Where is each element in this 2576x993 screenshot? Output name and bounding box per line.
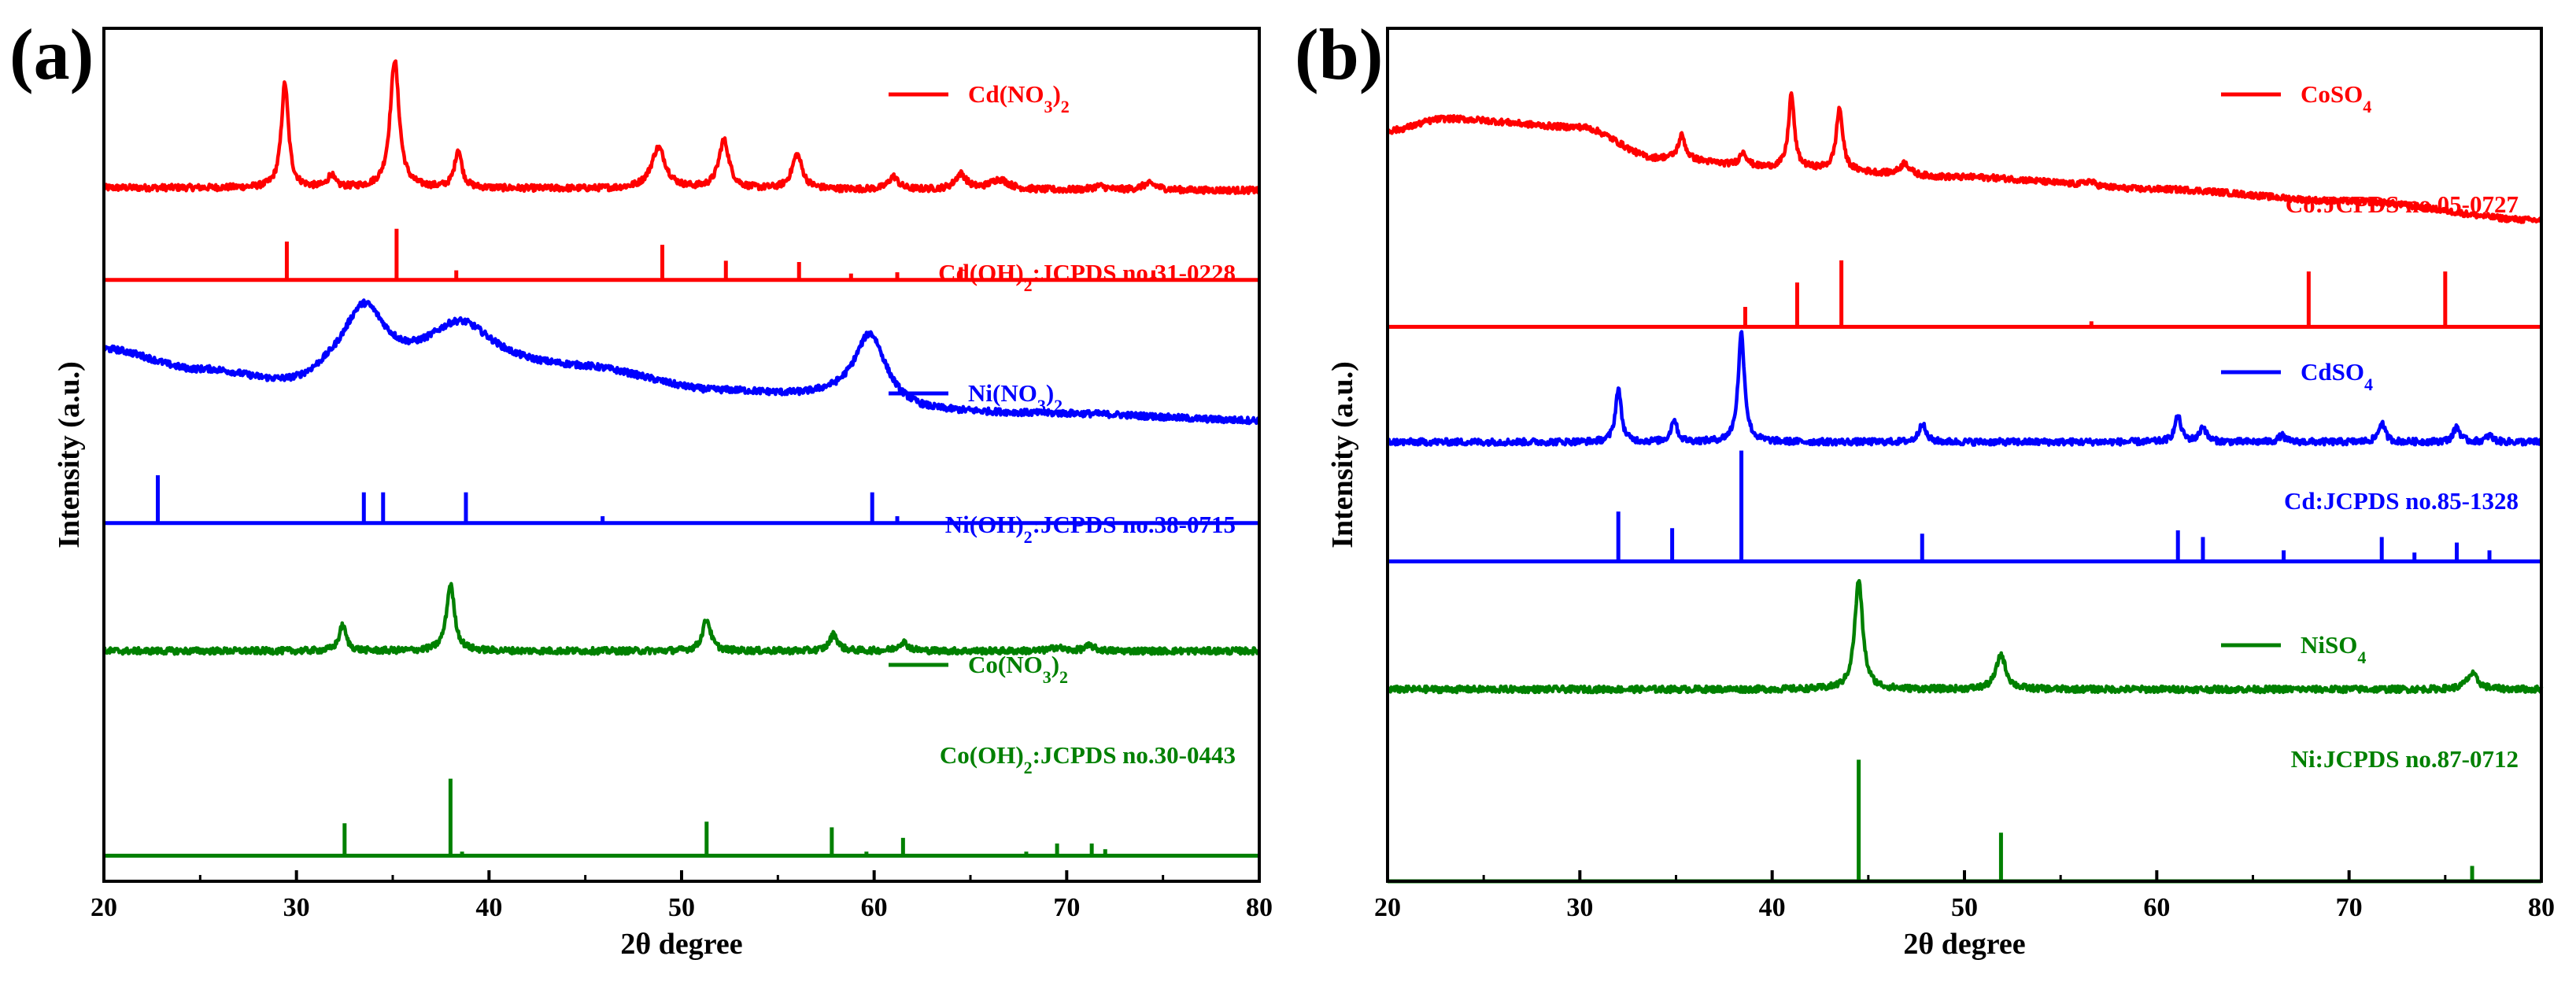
x-tick-label-6: 80 bbox=[1246, 893, 1273, 922]
x-tick-label-1: 30 bbox=[1566, 893, 1593, 922]
pattern-line-4 bbox=[1386, 578, 2544, 695]
pattern-line-2 bbox=[1386, 330, 2544, 447]
reference-label-5: Ni:JCPDS no.87-0712 bbox=[2291, 745, 2519, 773]
x-tick-label-0: 20 bbox=[1374, 893, 1401, 922]
reference-label-3: Cd:JCPDS no.85-1328 bbox=[2284, 487, 2519, 515]
x-tick-label-3: 50 bbox=[668, 893, 695, 922]
legend-label-2: CdSO4 bbox=[2301, 358, 2373, 394]
pattern-line-0 bbox=[1386, 90, 2544, 224]
panel-b: (b) CoSO4 Co:JCPDS no.05-0727 CdSO4 Cd:JCPDS… bbox=[1295, 14, 2555, 961]
reference-label-5: Co(OH)2:JCPDS no.30-0443 bbox=[940, 741, 1236, 777]
panel-label: (b) bbox=[1295, 14, 1383, 94]
x-tick-label-4: 60 bbox=[2143, 893, 2170, 922]
reference-label-1: Cd(OH)2:JCPDS no.31-0228 bbox=[938, 259, 1236, 295]
x-axis-label: 2θ degree bbox=[1903, 928, 2025, 961]
x-axis-label: 2θ degree bbox=[620, 928, 742, 961]
legend-label-0: CoSO4 bbox=[2301, 80, 2371, 116]
pattern-line-4 bbox=[102, 581, 1261, 656]
y-axis-label: Intensity (a.u.) bbox=[53, 361, 86, 548]
x-tick-label-0: 20 bbox=[91, 893, 117, 922]
y-axis-label: Intensity (a.u.) bbox=[1326, 361, 1359, 548]
legend-label-2: Ni(NO3)2 bbox=[968, 379, 1063, 415]
x-tick-label-5: 70 bbox=[2336, 893, 2363, 922]
pattern-line-0 bbox=[102, 59, 1262, 195]
x-tick-label-3: 50 bbox=[1951, 893, 1978, 922]
x-tick-label-2: 40 bbox=[1759, 893, 1786, 922]
legend-label-4: Co(NO3)2 bbox=[968, 651, 1068, 687]
x-tick-label-4: 60 bbox=[861, 893, 888, 922]
x-tick-label-6: 80 bbox=[2528, 893, 2555, 922]
panel-a: (a) Cd(NO3)2 Cd(OH)2:JCPDS no.31-0228 Ni(NO… bbox=[9, 14, 1273, 961]
reference-label-1: Co:JCPDS no.05-0727 bbox=[2286, 190, 2519, 218]
reference-label-3: Ni(OH)2:JCPDS no.38-0715 bbox=[945, 511, 1236, 547]
panel-label: (a) bbox=[9, 14, 94, 94]
legend-label-0: Cd(NO3)2 bbox=[968, 80, 1070, 116]
x-tick-label-1: 30 bbox=[283, 893, 310, 922]
pattern-line-2 bbox=[102, 298, 1262, 426]
x-tick-label-2: 40 bbox=[475, 893, 502, 922]
x-tick-label-5: 70 bbox=[1053, 893, 1080, 922]
legend-label-4: NiSO4 bbox=[2301, 631, 2366, 667]
